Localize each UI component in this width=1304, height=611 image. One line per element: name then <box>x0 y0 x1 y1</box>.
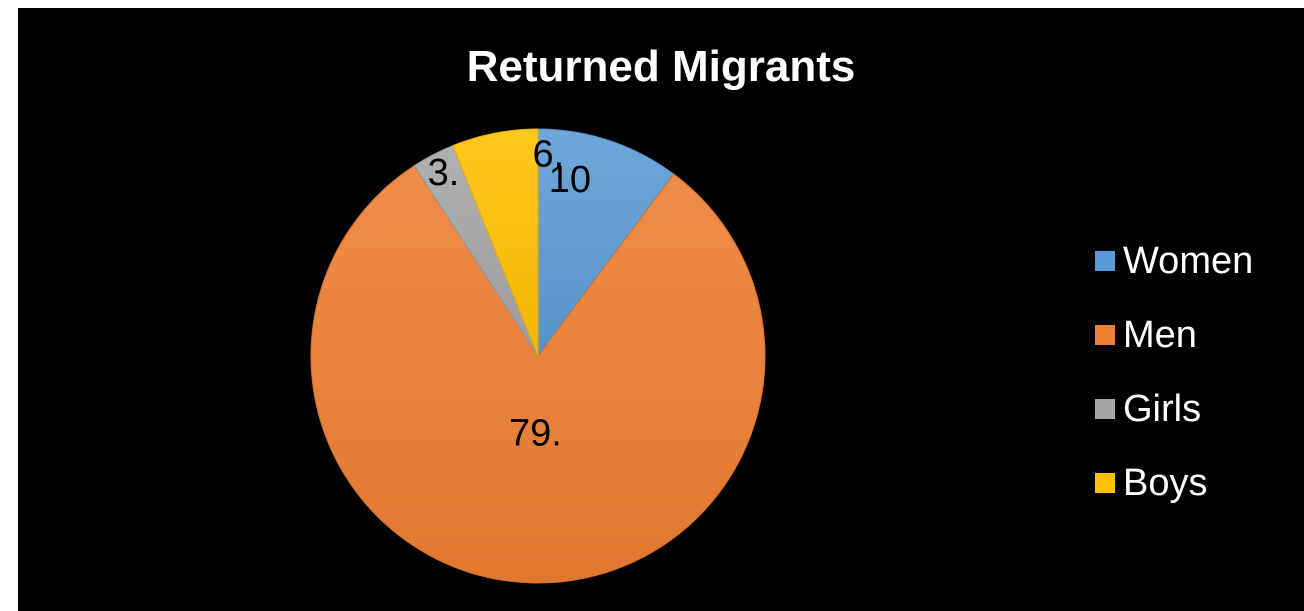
legend-label-men: Men <box>1123 313 1197 356</box>
legend-item-boys: Boys <box>1095 446 1253 520</box>
pie-slice-men <box>310 165 766 584</box>
legend-item-men: Men <box>1095 298 1253 372</box>
legend-label-girls: Girls <box>1123 387 1202 430</box>
data-label-boys: 6. <box>533 134 565 176</box>
legend-swatch-girls <box>1095 399 1115 419</box>
data-label-men: 79. <box>509 412 562 454</box>
legend-label-women: Women <box>1123 239 1254 282</box>
data-label-women: 10 <box>549 159 591 201</box>
legend-swatch-men <box>1095 325 1115 345</box>
legend-swatch-boys <box>1095 473 1115 493</box>
chart-area: Returned Migrants 10 79. 3. 6. Women Men Gi… <box>18 8 1304 611</box>
legend-label-boys: Boys <box>1123 461 1208 504</box>
legend: Women Men Girls Boys <box>1095 224 1253 520</box>
data-label-girls: 3. <box>428 152 460 194</box>
chart-title: Returned Migrants <box>466 42 856 91</box>
pie-slice-boys <box>452 128 539 357</box>
legend-swatch-women <box>1095 251 1115 271</box>
legend-item-girls: Girls <box>1095 372 1253 446</box>
pie-chart: 10 79. 3. 6. <box>310 128 766 584</box>
legend-item-women: Women <box>1095 224 1253 298</box>
pie-slice-women <box>537 128 675 358</box>
